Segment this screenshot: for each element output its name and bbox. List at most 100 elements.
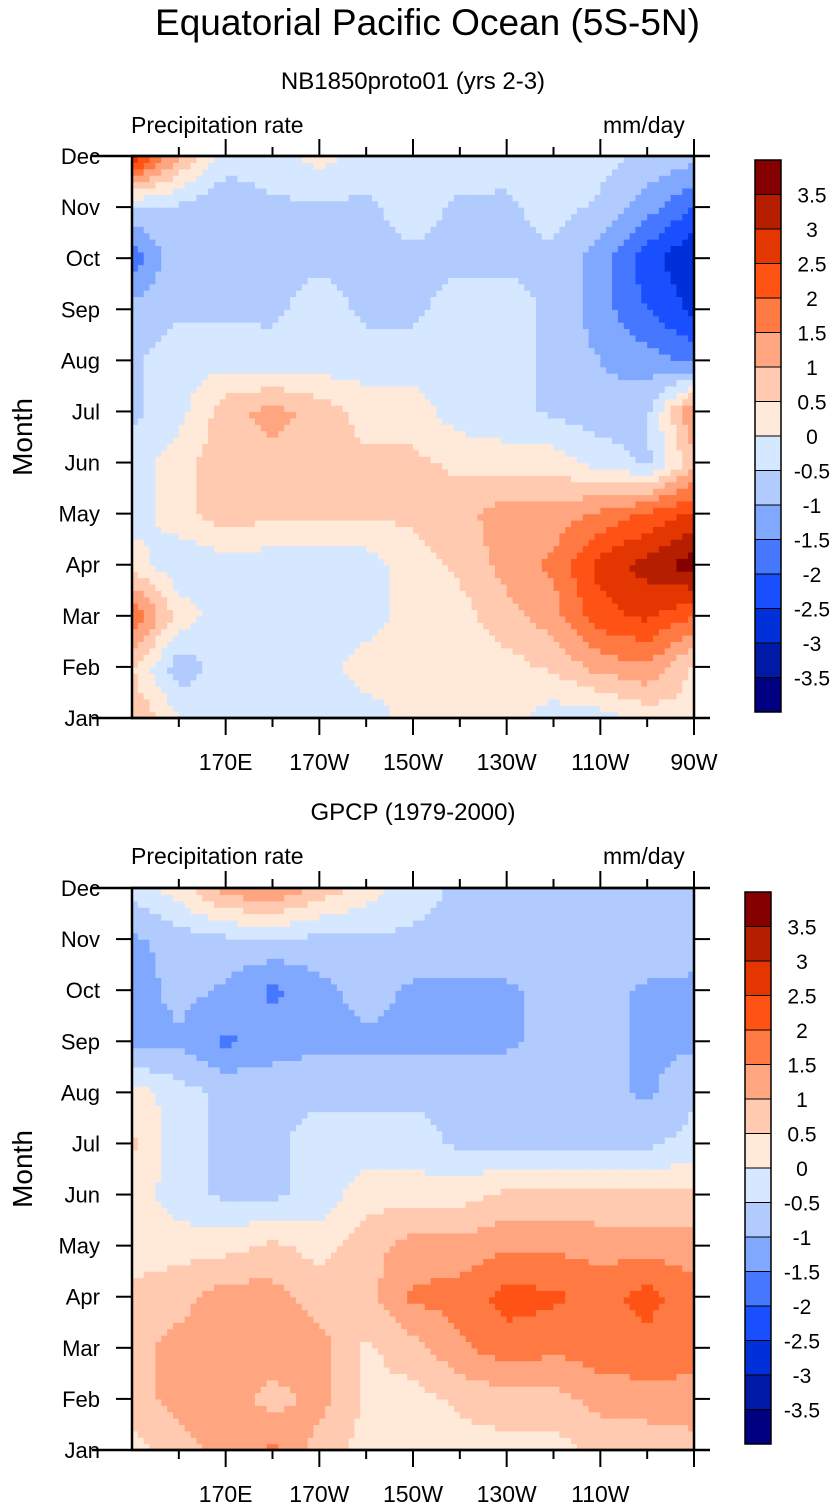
- contour-cell: [196, 558, 203, 566]
- contour-cell: [295, 468, 303, 476]
- contour-cell: [366, 532, 373, 540]
- contour-cell: [459, 686, 467, 694]
- contour-cell: [307, 494, 315, 502]
- contour-cell: [272, 545, 279, 553]
- contour-cell: [260, 405, 268, 413]
- contour-cell: [535, 679, 543, 687]
- contour-cell: [559, 577, 566, 585]
- contour-cell: [459, 615, 467, 623]
- contour-cell: [266, 622, 274, 630]
- contour-cell: [278, 571, 285, 579]
- contour-cell: [342, 379, 350, 387]
- contour-cell: [471, 571, 478, 579]
- contour-cell: [331, 609, 338, 617]
- contour-cell: [190, 660, 197, 668]
- contour-cell: [132, 603, 139, 611]
- contour-cell: [208, 430, 215, 438]
- contour-cell: [319, 379, 326, 387]
- contour-cell: [231, 373, 238, 381]
- contour-cell: [372, 673, 379, 681]
- contour-cell: [582, 679, 590, 687]
- contour-cell: [213, 539, 221, 547]
- contour-cell: [576, 526, 584, 534]
- contour-cell: [413, 577, 420, 585]
- contour-cell: [453, 654, 461, 662]
- contour-cell: [243, 647, 250, 655]
- contour-cell: [612, 622, 619, 630]
- contour-cell: [167, 507, 174, 515]
- contour-cell: [172, 705, 180, 713]
- contour-cell: [418, 590, 426, 598]
- contour-cell: [500, 571, 508, 579]
- contour-cell: [471, 532, 478, 540]
- contour-cell: [342, 564, 350, 572]
- contour-cell: [178, 488, 186, 496]
- contour-cell: [553, 666, 560, 674]
- contour-cell: [231, 411, 238, 419]
- contour-cell: [295, 520, 303, 528]
- contour-cell: [500, 526, 508, 534]
- contour-cell: [225, 366, 233, 374]
- contour-cell: [430, 424, 438, 432]
- contour-cell: [284, 437, 291, 444]
- contour-cell: [372, 398, 379, 406]
- contour-cell: [383, 647, 391, 655]
- contour-cell: [342, 398, 350, 406]
- contour-cell: [530, 634, 537, 642]
- contour-cell: [565, 437, 572, 444]
- contour-cell: [284, 424, 291, 432]
- contour-cell: [413, 532, 420, 540]
- contour-cell: [213, 443, 221, 451]
- contour-cell: [424, 520, 432, 528]
- contour-cell: [190, 494, 197, 502]
- contour-cell: [483, 481, 490, 489]
- contour-cell: [225, 424, 233, 432]
- contour-cell: [319, 583, 326, 591]
- contour-cell: [582, 603, 590, 611]
- contour-cell: [313, 666, 320, 674]
- contour-cell: [243, 443, 250, 451]
- contour-cell: [366, 462, 373, 470]
- contour-cell: [471, 590, 478, 598]
- contour-cell: [635, 481, 642, 489]
- contour-cell: [325, 443, 332, 451]
- contour-cell: [143, 564, 151, 572]
- contour-cell: [348, 705, 356, 713]
- contour-cell: [178, 705, 186, 713]
- contour-cell: [196, 532, 203, 540]
- contour-cell: [167, 539, 174, 547]
- contour-cell: [243, 603, 250, 611]
- contour-cell: [530, 500, 537, 508]
- contour-cell: [682, 603, 689, 611]
- contour-cell: [676, 430, 683, 438]
- contour-cell: [360, 698, 367, 706]
- contour-cell: [547, 615, 555, 623]
- contour-cell: [383, 577, 391, 585]
- contour-cell: [208, 373, 215, 381]
- contour-cell: [395, 385, 402, 393]
- contour-cell: [465, 539, 473, 547]
- contour-cell: [518, 449, 525, 457]
- contour-cell: [307, 449, 315, 457]
- contour-cell: [290, 392, 297, 400]
- contour-cell: [606, 596, 613, 604]
- contour-cell: [676, 488, 683, 496]
- contour-cell: [424, 698, 432, 706]
- contour-cell: [178, 373, 186, 381]
- contour-cell: [430, 500, 438, 508]
- contour-cell: [606, 494, 613, 502]
- contour-cell: [137, 603, 145, 611]
- contour-cell: [372, 654, 379, 662]
- contour-cell: [132, 494, 139, 502]
- contour-cell: [278, 417, 285, 425]
- contour-cell: [237, 526, 244, 534]
- contour-cell: [237, 558, 244, 566]
- contour-cell: [471, 449, 478, 457]
- contour-cell: [231, 705, 238, 713]
- contour-cell: [354, 577, 361, 585]
- contour-cell: [518, 507, 525, 515]
- contour-cell: [489, 705, 496, 713]
- contour-cell: [664, 711, 672, 718]
- contour-cell: [219, 634, 227, 642]
- contour-cell: [260, 430, 268, 438]
